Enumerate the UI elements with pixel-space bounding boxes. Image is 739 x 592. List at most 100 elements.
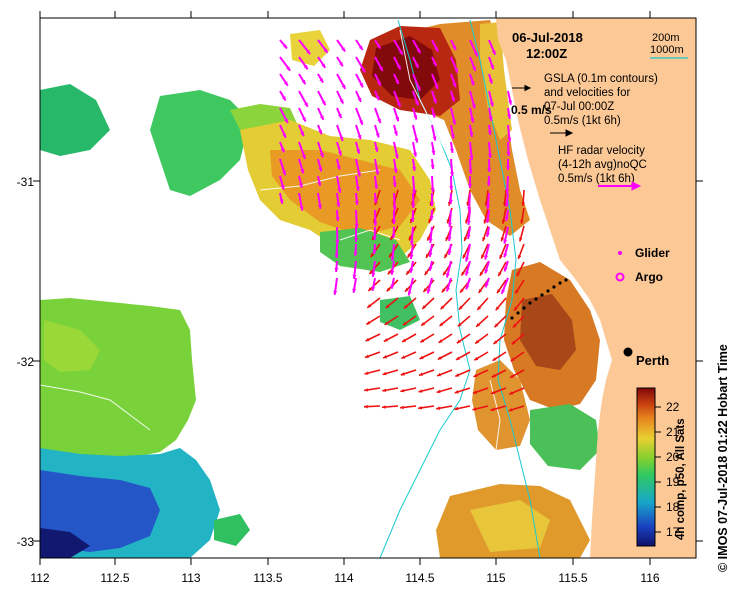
hf-radar-arrow [392, 175, 397, 188]
current-arrow [516, 261, 525, 277]
current-arrow [490, 405, 507, 412]
hf-radar-arrow [393, 158, 398, 173]
current-arrow [521, 189, 526, 207]
hf-radar-arrow [298, 39, 311, 55]
hf-radar-arrow [450, 73, 457, 88]
hf-radar-arrow [431, 39, 439, 52]
hf-radar-arrow [469, 124, 474, 138]
hf-radar-arrow [355, 107, 364, 126]
hf-radar-arrow [428, 226, 433, 244]
colorbar-tick-19: 19 [666, 475, 680, 489]
hf-radar-arrow [391, 209, 396, 225]
hf-radar-arrow [409, 226, 414, 246]
hf-radar-arrow [279, 192, 284, 204]
current-arrow [511, 333, 525, 345]
hf-radar-arrow [317, 73, 324, 84]
current-arrow [418, 369, 435, 377]
hf-radar-arrow [484, 260, 490, 274]
map-time: 12:00Z [526, 46, 567, 61]
current-arrow [508, 405, 525, 412]
current-arrow [475, 315, 489, 328]
hf-radar-arrow [336, 141, 342, 156]
current-arrow [483, 207, 489, 224]
hf-radar-arrow [353, 243, 358, 257]
hf-radar-arrow [468, 158, 473, 175]
hf-radar-arrow [352, 277, 357, 293]
gsla-legend-line4: 0.5m/s (1kt 6h) [544, 115, 621, 127]
hf-radar-arrow [412, 90, 420, 106]
hf-radar-arrow [355, 158, 361, 177]
hf-radar-arrow [486, 175, 491, 187]
hf-radar-arrow [450, 107, 457, 125]
hf-radar-arrow [317, 90, 327, 106]
hf-radar-arrow [374, 124, 380, 138]
depth-legend-1000m: 1000m [650, 44, 684, 56]
hf-radar-arrow [487, 124, 492, 136]
hf-radar-arrow [393, 124, 398, 136]
current-arrow [436, 387, 453, 394]
hf-radar-arrow [393, 73, 400, 85]
hf-radar-arrow [503, 260, 509, 272]
current-arrow [419, 351, 435, 360]
current-arrow [400, 387, 417, 393]
colorbar-label: 4h comp, p50, All Sats [675, 418, 687, 540]
hf-radar-arrow [505, 158, 510, 171]
x-tick-label: 112 [30, 571, 49, 585]
hf-radar-arrow [374, 107, 382, 124]
hf-radar-arrow [374, 175, 379, 190]
hf-radar-arrow [352, 260, 357, 280]
current-arrow [364, 369, 381, 375]
current-arrow [400, 369, 417, 376]
hf-radar-arrow [431, 73, 439, 90]
hf-radar-arrow [333, 277, 338, 295]
current-arrow [482, 225, 489, 242]
hf-radar-arrow [484, 243, 490, 260]
hf-radar-arrow [487, 141, 492, 159]
hf-radar-arrow [336, 175, 342, 193]
sst-patch-se-green [530, 404, 600, 470]
current-arrow [457, 315, 471, 328]
colorbar: 22 21 20 19 18 17 4h comp, p50, All Sats [636, 387, 687, 547]
hf-radar-arrow [411, 192, 416, 209]
hf-radar-arrow [450, 56, 459, 74]
gsla-contour-4 [339, 229, 401, 241]
current-arrow [492, 333, 507, 345]
plot-area [40, 18, 696, 558]
hf-radar-arrow [298, 158, 305, 174]
hf-radar-arrow [486, 192, 491, 210]
colorbar-tick-20: 20 [666, 450, 680, 464]
hf-radar-arrow [372, 226, 377, 241]
hf-radar-arrow [374, 56, 384, 72]
hf-radar-arrow [467, 175, 472, 189]
current-arrow [364, 387, 381, 392]
current-arrow [492, 351, 507, 362]
y-tick-label: -33 [17, 535, 35, 549]
gsla-legend-line2: and velocities for [544, 87, 630, 99]
hf-radar-arrow [354, 192, 359, 206]
hf-radar-arrow [279, 124, 287, 139]
hf-radar-arrow [335, 226, 340, 245]
current-arrow [501, 207, 507, 224]
hf-radar-arrow [431, 141, 436, 155]
hf-radar-arrow [334, 260, 339, 273]
hf-radar-arrow [487, 158, 492, 173]
hf-radar-arrow [488, 107, 493, 121]
x-tick-label: 113.5 [253, 571, 282, 585]
x-tick-label: 114.5 [405, 571, 434, 585]
hf-radar-arrow [317, 107, 325, 121]
radar-legend-arrow [598, 181, 642, 191]
current-arrow [436, 405, 453, 410]
current-arrow [499, 243, 507, 260]
hf-radar-arrow [449, 141, 454, 154]
hf-radar-arrow [317, 39, 329, 54]
colorbar-tick-18: 18 [666, 500, 680, 514]
hf-radar-arrow [353, 226, 358, 243]
hf-radar-arrow [317, 124, 323, 135]
current-arrow [419, 333, 435, 344]
hf-radar-arrow [392, 192, 397, 211]
hf-radar-arrow [298, 107, 307, 122]
hf-radar-arrow [355, 39, 364, 51]
hf-radar-arrow [412, 107, 418, 120]
hf-radar-arrow [374, 73, 382, 87]
